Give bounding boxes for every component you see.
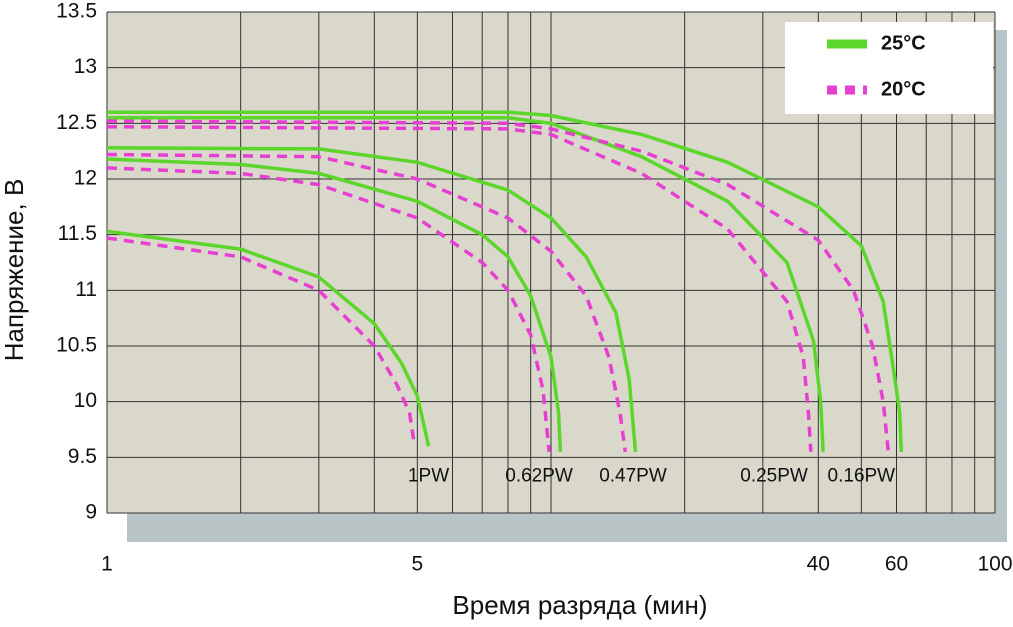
x-axis-label: Время разряда (мин) [452, 590, 707, 620]
curve [107, 110, 904, 452]
legend-label: 20°C [881, 78, 926, 100]
curve [106, 166, 551, 452]
annotation: 0.47PW [599, 465, 667, 486]
curve [106, 119, 891, 452]
curve [106, 146, 638, 452]
y-tick-label: 10 [74, 389, 97, 412]
y-tick-label: 11 [75, 278, 97, 301]
annotation: 0.62PW [505, 465, 573, 486]
x-tick-label: 60 [885, 553, 908, 576]
y-tick-label: 10.5 [56, 334, 97, 357]
curve [106, 236, 417, 447]
y-tick-label: 12.5 [56, 111, 97, 134]
curve [106, 157, 563, 452]
x-tick-label: 40 [807, 553, 830, 576]
curve [106, 124, 813, 452]
curve [106, 152, 628, 453]
x-tick-label: 1 [101, 553, 113, 576]
legend-box [785, 22, 993, 114]
curve [106, 229, 431, 447]
legend-label: 25°C [881, 32, 926, 54]
annotation: 0.16PW [828, 465, 896, 486]
curve [107, 116, 825, 452]
y-tick-label: 9.5 [68, 445, 97, 468]
y-tick-label: 13 [74, 55, 97, 78]
x-tick-label: 5 [411, 553, 423, 576]
annotation: 1PW [408, 465, 449, 486]
annotation: 0.25PW [740, 465, 808, 486]
x-tick-label: 100 [977, 553, 1012, 576]
y-axis-label: Напряжение, В [0, 179, 29, 362]
y-tick-label: 11.5 [58, 222, 97, 245]
y-tick-label: 9 [85, 501, 97, 524]
y-tick-label: 12 [74, 167, 97, 190]
y-tick-label: 13.5 [56, 0, 97, 23]
